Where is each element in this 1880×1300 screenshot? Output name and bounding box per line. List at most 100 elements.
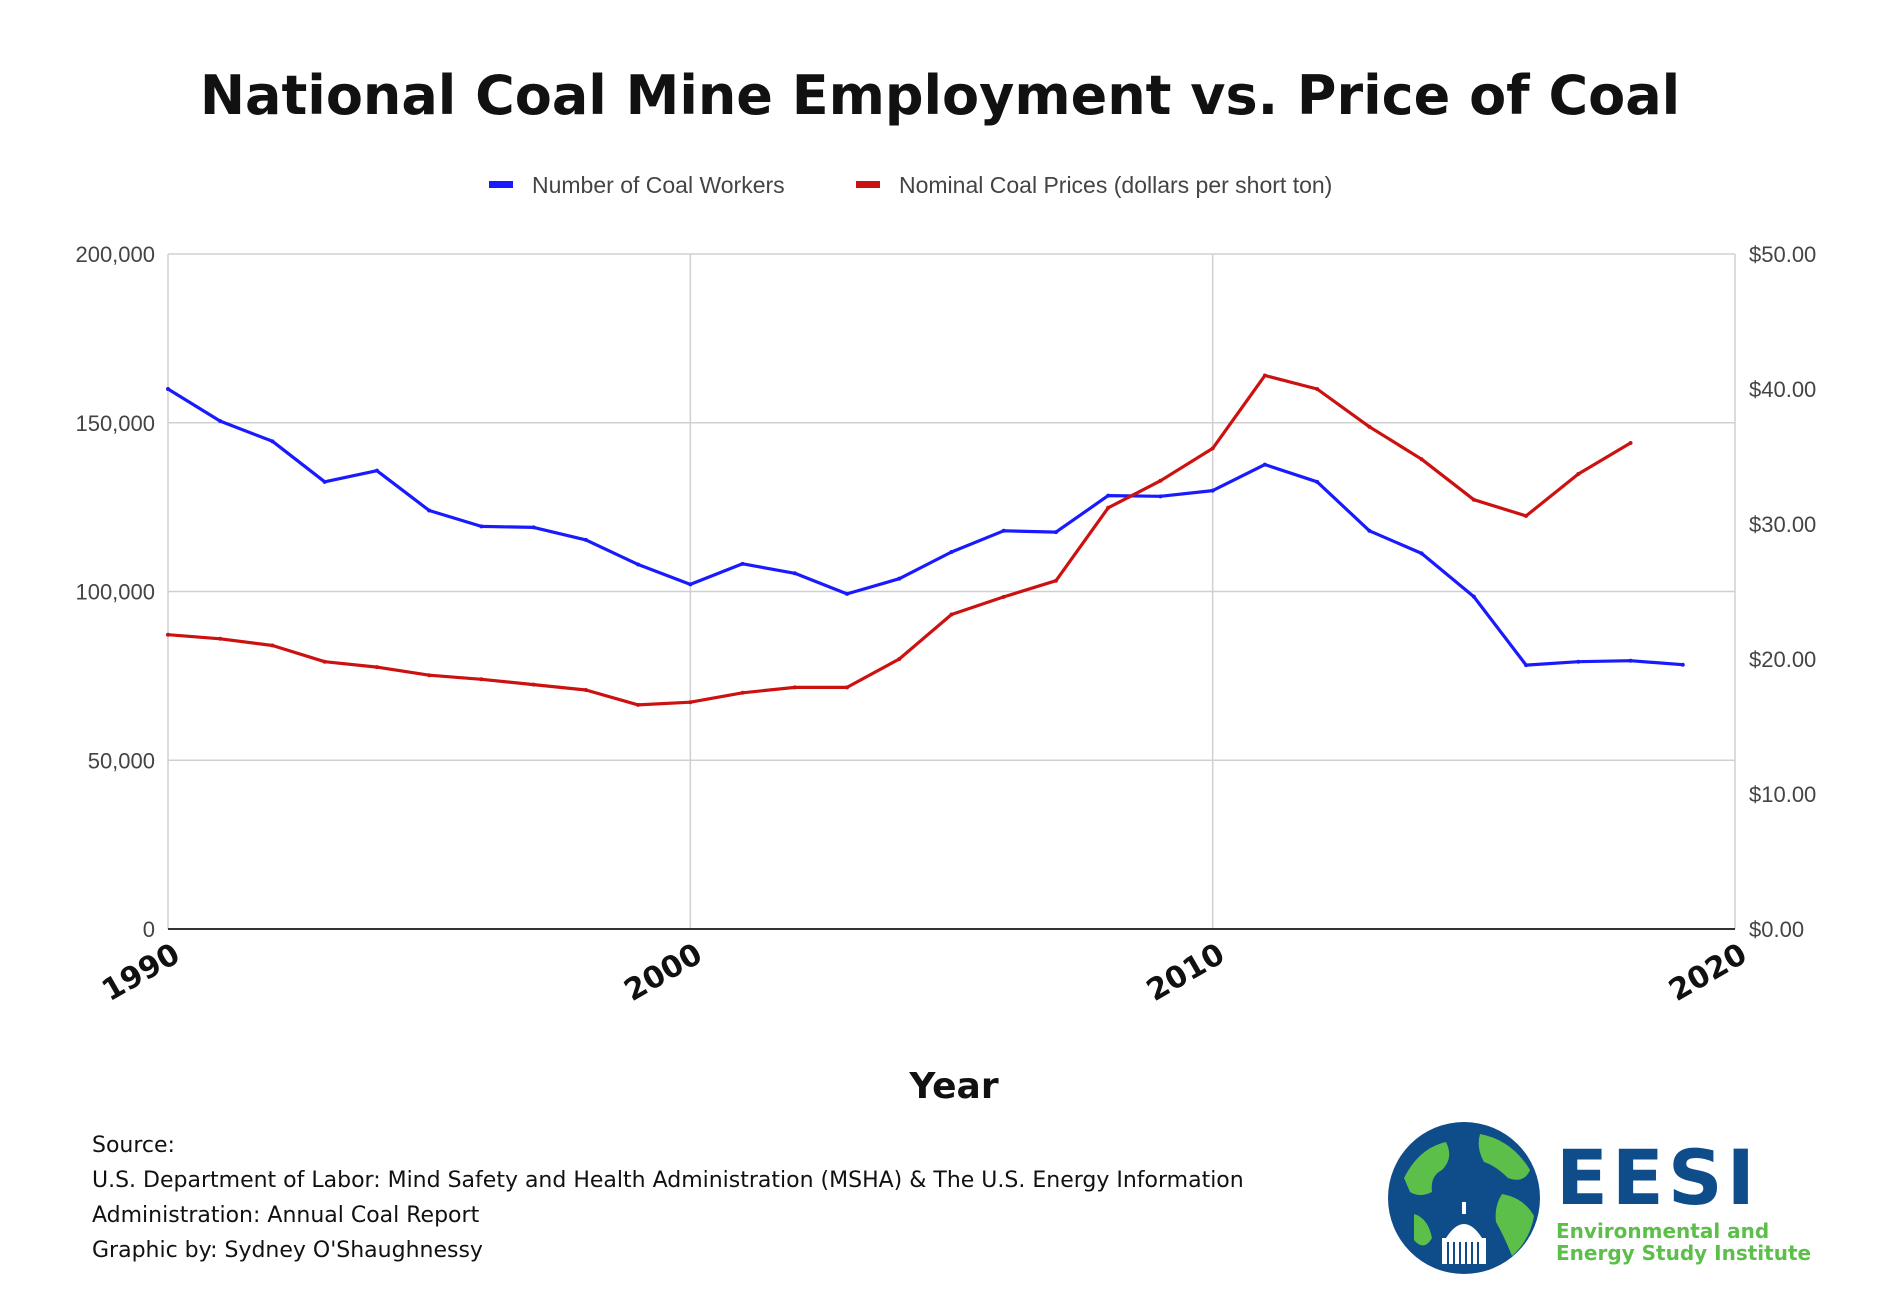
point-prices (897, 657, 902, 661)
point-workers (1628, 658, 1633, 663)
point-workers (1680, 662, 1685, 667)
logo-subtitle-2: Energy Study Institute (1556, 1241, 1812, 1265)
source-notes: Source: U.S. Department of Labor: Mind S… (92, 1128, 1244, 1268)
point-workers (1053, 530, 1058, 535)
point-prices (1053, 578, 1058, 583)
x-tick-label: 2000 (619, 937, 709, 1009)
point-workers (1367, 528, 1372, 533)
legend: Number of Coal Workers Nominal Coal Pric… (489, 172, 1332, 198)
point-workers (1576, 659, 1581, 664)
right-tick-label: $20.00 (1749, 647, 1816, 672)
point-workers (322, 479, 327, 484)
source-line-1: U.S. Department of Labor: Mind Safety an… (92, 1168, 1244, 1193)
point-workers (897, 576, 902, 581)
point-workers (427, 508, 432, 513)
point-prices (1106, 505, 1111, 510)
legend-label-workers: Number of Coal Workers (532, 172, 785, 198)
point-prices (1262, 373, 1267, 378)
x-tick-label: 2010 (1141, 937, 1231, 1009)
right-tick-label: $30.00 (1749, 512, 1816, 537)
point-prices (1576, 472, 1581, 477)
point-prices (322, 659, 327, 664)
point-prices (1628, 441, 1633, 445)
legend-item-prices[interactable]: Nominal Coal Prices (dollars per short t… (856, 172, 1332, 198)
point-prices (740, 690, 745, 695)
point-workers (1001, 528, 1006, 533)
right-tick-label: $0.00 (1749, 917, 1804, 942)
series-line-workers (167, 387, 1683, 667)
right-tick-label: $50.00 (1749, 242, 1816, 267)
series-line-prices (167, 373, 1632, 707)
point-prices (949, 612, 954, 617)
point-workers (636, 562, 641, 567)
point-workers (845, 591, 850, 596)
source-heading: Source: (92, 1133, 175, 1158)
point-workers (270, 439, 275, 444)
point-prices (166, 632, 170, 637)
globe-capitol-icon (1388, 1122, 1540, 1274)
point-workers (374, 468, 379, 473)
point-prices (583, 688, 588, 693)
point-prices (845, 685, 850, 690)
point-workers (583, 537, 588, 542)
point-prices (1315, 387, 1320, 391)
point-workers (1210, 488, 1215, 493)
point-workers (1524, 663, 1529, 668)
point-prices (479, 677, 484, 682)
left-tick-label: 50,000 (88, 748, 155, 773)
legend-swatch-prices (856, 181, 880, 188)
x-axis-ticks: 1990 2000 2010 2020 (96, 937, 1753, 1009)
point-prices (374, 665, 379, 670)
gridlines (167, 253, 1736, 929)
point-prices (427, 673, 432, 678)
logo-subtitle-1: Environmental and (1556, 1219, 1770, 1243)
legend-swatch-workers (489, 181, 513, 188)
point-prices (531, 682, 536, 687)
chart-title: National Coal Mine Employment vs. Price … (200, 64, 1680, 127)
x-tick-label: 1990 (96, 937, 186, 1009)
point-prices (636, 702, 641, 707)
source-credit: Graphic by: Sydney O'Shaughnessy (92, 1238, 483, 1263)
point-workers (688, 582, 693, 587)
point-workers (1262, 462, 1267, 467)
point-workers (1471, 594, 1476, 599)
legend-item-workers[interactable]: Number of Coal Workers (489, 172, 785, 198)
point-prices (1210, 446, 1215, 451)
right-tick-label: $40.00 (1749, 377, 1816, 402)
left-tick-label: 100,000 (75, 580, 155, 605)
point-prices (792, 685, 797, 690)
point-prices (1158, 478, 1163, 483)
point-prices (270, 643, 275, 648)
series-layer (166, 373, 1685, 707)
right-axis-ticks: $0.00 $10.00 $20.00 $30.00 $40.00 $50.00 (1749, 242, 1816, 942)
right-tick-label: $10.00 (1749, 782, 1816, 807)
point-prices (1471, 497, 1476, 502)
left-tick-label: 200,000 (75, 242, 155, 267)
point-prices (1419, 457, 1424, 462)
point-workers (1315, 479, 1320, 484)
left-tick-label: 150,000 (75, 411, 155, 436)
point-prices (218, 636, 223, 641)
point-prices (688, 700, 693, 705)
x-tick-label: 2020 (1663, 937, 1753, 1009)
source-line-2: Administration: Annual Coal Report (92, 1203, 480, 1228)
point-workers (740, 561, 745, 566)
point-workers (1158, 494, 1163, 499)
point-prices (1524, 513, 1529, 518)
eesi-logo: EESI Environmental and Energy Study Inst… (1556, 1133, 1812, 1265)
point-workers (792, 571, 797, 576)
legend-label-prices: Nominal Coal Prices (dollars per short t… (899, 172, 1332, 198)
point-workers (218, 419, 223, 424)
point-workers (166, 387, 170, 391)
logo-name: EESI (1556, 1133, 1759, 1222)
point-prices (1367, 424, 1372, 429)
x-axis-label: Year (908, 1066, 998, 1107)
point-workers (1106, 493, 1111, 498)
left-tick-label: 0 (143, 917, 155, 942)
point-prices (1001, 594, 1006, 599)
point-workers (479, 524, 484, 529)
point-workers (949, 550, 954, 555)
left-axis-ticks: 0 50,000 100,000 150,000 200,000 (75, 242, 155, 942)
point-workers (1419, 551, 1424, 556)
